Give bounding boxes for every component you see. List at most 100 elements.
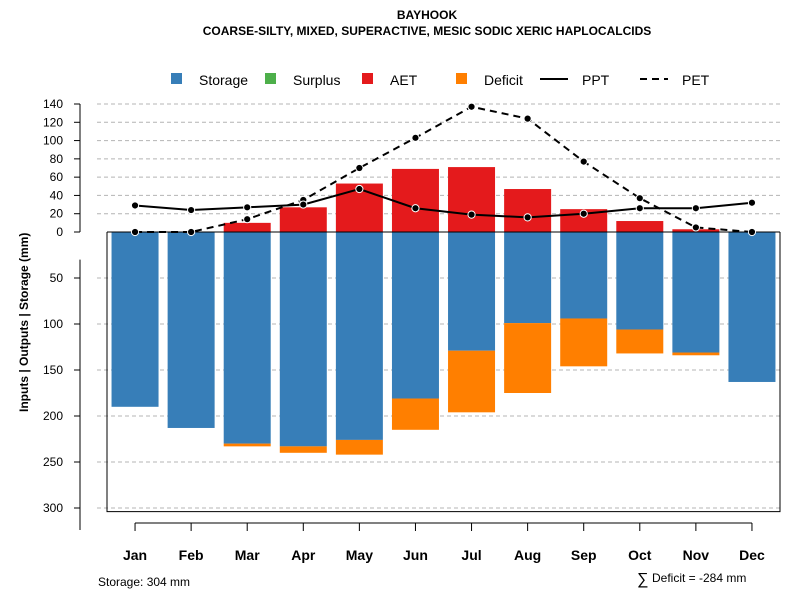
legend-label: AET	[390, 72, 418, 88]
storage-bar	[391, 232, 439, 399]
legend-item-deficit: Deficit	[456, 72, 523, 88]
legend-item-aet: AET	[362, 72, 418, 88]
x-tick-label: Dec	[739, 547, 765, 563]
storage-total: Storage: 304 mm	[98, 575, 190, 589]
legend-swatch	[456, 73, 467, 84]
x-tick-label: Jun	[403, 547, 428, 563]
aet-bar	[448, 167, 496, 232]
y-tick-label: 60	[50, 170, 64, 184]
legend-label: Deficit	[484, 72, 523, 88]
deficit-bar	[335, 439, 383, 455]
legend-label: Storage	[199, 72, 248, 88]
pet-point	[130, 227, 140, 237]
storage-bar	[167, 232, 215, 428]
deficit-bar	[616, 329, 664, 354]
deficit-bar	[672, 352, 720, 356]
storage-bar	[504, 232, 552, 324]
ppt-point	[130, 201, 140, 210]
y-tick-label: 20	[50, 207, 64, 221]
x-tick-label: Feb	[179, 547, 204, 563]
ppt-point	[467, 210, 476, 219]
aet-bar	[391, 168, 439, 232]
storage-bar	[728, 232, 776, 382]
x-tick-label: Sep	[571, 547, 597, 563]
plot-box	[106, 232, 781, 513]
pet-point	[467, 102, 476, 111]
legend-swatch	[171, 73, 182, 84]
ppt-point	[747, 198, 757, 207]
ppt-point	[243, 203, 252, 212]
ppt-point	[355, 184, 364, 194]
deficit-bar	[448, 350, 496, 413]
y-tick-label: 50	[50, 271, 64, 285]
pet-point	[187, 227, 196, 237]
pet-point	[579, 157, 588, 166]
storage-bar	[616, 232, 664, 330]
legend-item-surplus: Surplus	[265, 72, 340, 88]
x-tick-label: Jul	[461, 547, 481, 563]
y-tick-label: 120	[43, 115, 63, 129]
y-tick-label: 200	[43, 409, 63, 423]
y-axis-label: Inputs | Outputs | Storage (mm)	[17, 233, 31, 412]
pet-point	[747, 227, 757, 237]
ppt-point	[691, 204, 700, 213]
ppt-point	[187, 205, 196, 215]
legend-item-pet: PET	[640, 72, 710, 88]
x-tick-label: May	[346, 547, 373, 563]
storage-bar	[672, 232, 720, 353]
aet-bar	[504, 189, 552, 232]
deficit-bar	[279, 446, 327, 453]
y-tick-label: 300	[43, 501, 63, 515]
legend-item-ppt: PPT	[540, 72, 610, 88]
pet-point	[635, 194, 644, 203]
pet-point	[523, 114, 532, 123]
aet-bar	[279, 207, 327, 232]
deficit-bar	[560, 318, 608, 367]
deficit-total: Deficit = -284 mm	[652, 571, 746, 585]
x-tick-label: Mar	[235, 547, 260, 563]
storage-bar	[279, 232, 327, 447]
legend-label: PPT	[582, 72, 610, 88]
ppt-point	[299, 200, 308, 209]
ppt-point	[579, 209, 588, 218]
y-tick-label: 40	[50, 188, 64, 202]
y-tick-label: 0	[56, 225, 63, 239]
pet-line	[135, 105, 753, 233]
sum-symbol: ∑	[637, 571, 648, 588]
chart-subtitle: COARSE-SILTY, MIXED, SUPERACTIVE, MESIC …	[202, 24, 652, 38]
legend-swatch	[265, 73, 276, 84]
aet-bar	[223, 222, 271, 232]
legend: Storage Surplus AET Deficit PPT PET	[171, 72, 710, 88]
pet-point	[355, 163, 364, 173]
y-tick-label: 100	[43, 317, 63, 331]
x-tick-label: Apr	[291, 547, 316, 563]
ppt-line	[134, 187, 753, 219]
storage-bar	[560, 232, 608, 319]
pet-point	[691, 223, 700, 232]
legend-label: Surplus	[293, 72, 340, 88]
x-tick-label: Oct	[628, 547, 652, 563]
storage-bar	[448, 232, 496, 351]
y-tick-label: 140	[43, 97, 63, 111]
deficit-bar	[391, 398, 439, 430]
pet-point	[243, 215, 252, 224]
series-lines	[130, 102, 757, 237]
chart-title: BAYHOOK	[396, 8, 458, 22]
deficit-bar	[504, 323, 552, 393]
storage-bar	[111, 232, 159, 407]
storage-bar	[335, 232, 383, 440]
deficit-bar	[223, 443, 271, 447]
legend-label: PET	[682, 72, 710, 88]
y-tick-label: 250	[43, 455, 63, 469]
y-tick-label: 150	[43, 363, 63, 377]
legend-swatch	[362, 73, 373, 84]
ppt-point	[523, 213, 532, 222]
bars	[111, 167, 776, 455]
x-tick-label: Aug	[514, 547, 541, 563]
axes: 0 20 40 60 80 100 120 140 50 100 150 200 250 300 Jan Fe…	[43, 97, 765, 563]
ppt-point	[411, 204, 420, 213]
x-tick-label: Nov	[683, 547, 710, 563]
aet-bar	[616, 221, 664, 232]
legend-item-storage: Storage	[171, 72, 248, 88]
